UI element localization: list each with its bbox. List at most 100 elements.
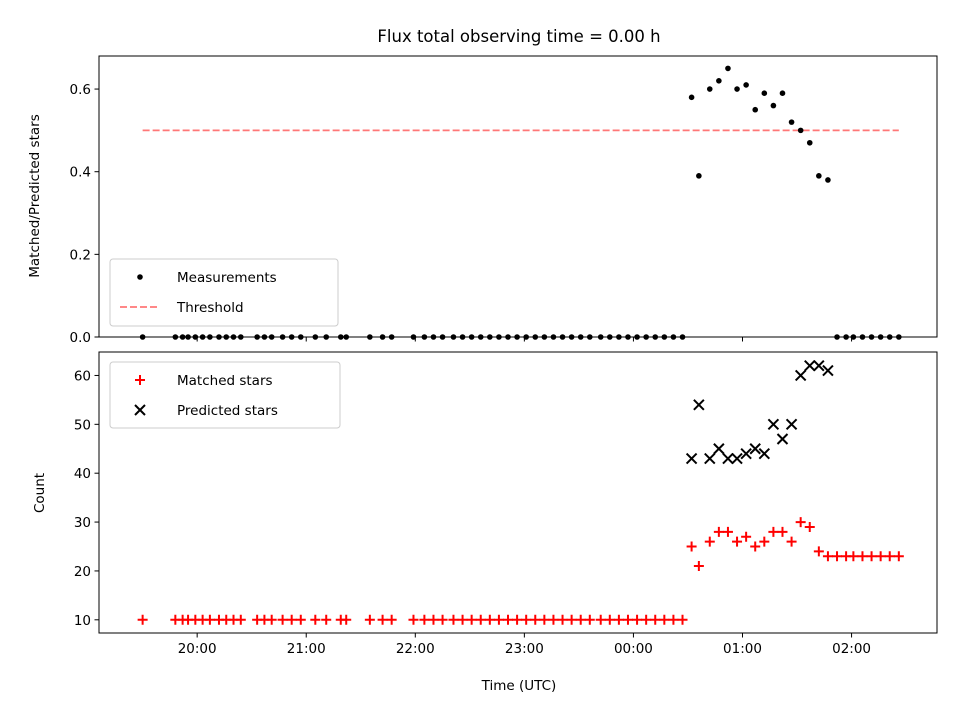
predicted-star-point — [704, 452, 716, 465]
y-tick-label: 20 — [74, 564, 91, 580]
series-measurements — [139, 65, 902, 340]
matched-star-point — [622, 614, 633, 625]
matched-star-point — [484, 614, 495, 625]
legend-label: Predicted stars — [177, 403, 278, 419]
matched-star-point — [795, 517, 806, 528]
matched-star-point — [822, 551, 833, 562]
predicted-star-point — [758, 447, 771, 460]
data-point — [761, 90, 768, 96]
matched-star-point — [566, 614, 577, 625]
matched-star-point — [548, 614, 559, 625]
matched-star-point — [137, 614, 148, 625]
matched-star-point — [419, 614, 430, 625]
matched-star-point — [650, 614, 661, 625]
matched-star-point — [235, 614, 246, 625]
matched-star-point — [512, 614, 523, 625]
x-tick-label: 01:00 — [723, 641, 762, 657]
predicted-star-point — [749, 443, 761, 455]
matched-star-point — [750, 541, 761, 552]
data-point — [734, 86, 740, 92]
matched-star-point — [857, 551, 868, 562]
matched-star-point — [732, 536, 743, 547]
matched-star-point — [595, 614, 606, 625]
x-tick-label: 20:00 — [178, 641, 217, 657]
data-point — [797, 127, 804, 134]
predicted-star-point — [776, 433, 789, 445]
matched-star-point — [875, 551, 886, 562]
data-point — [752, 106, 759, 113]
data-point — [779, 90, 786, 96]
data-point — [825, 177, 831, 183]
matched-star-point — [866, 551, 877, 562]
matched-star-point — [759, 536, 770, 547]
predicted-star-point — [785, 418, 798, 431]
matched-star-point — [677, 614, 688, 625]
predicted-star-point — [813, 359, 825, 372]
data-point — [816, 173, 822, 179]
y-tick-label: 0.2 — [70, 247, 91, 263]
matched-star-point — [686, 541, 697, 552]
matched-star-point — [693, 561, 704, 572]
matched-star-point — [364, 614, 375, 625]
matched-star-point — [386, 614, 397, 625]
bottom-y-axis-label: Count — [32, 473, 48, 513]
matched-star-point — [466, 614, 477, 625]
matched-star-point — [713, 526, 724, 537]
matched-star-point — [604, 614, 615, 625]
matched-star-point — [321, 614, 332, 625]
y-tick-label: 10 — [74, 613, 91, 629]
predicted-star-point — [794, 369, 807, 382]
matched-star-point — [804, 521, 815, 532]
series-predicted-stars — [685, 359, 834, 465]
matched-star-point — [848, 551, 859, 562]
matched-star-point — [204, 614, 215, 625]
data-point — [706, 86, 713, 92]
matched-star-point — [659, 614, 670, 625]
y-tick-label: 50 — [74, 417, 91, 433]
matched-star-point — [741, 531, 752, 542]
matched-star-point — [457, 614, 468, 625]
matched-star-point — [448, 614, 459, 625]
matched-star-point — [884, 551, 895, 562]
x-tick-label: 22:00 — [396, 641, 435, 657]
predicted-star-point — [804, 359, 816, 372]
matched-star-point — [893, 551, 904, 562]
data-point — [806, 139, 813, 146]
matched-star-point — [341, 614, 352, 625]
plot-frame — [98, 55, 938, 338]
plot-frame — [98, 351, 938, 634]
matched-star-point — [277, 614, 288, 625]
y-tick-label: 30 — [74, 515, 91, 531]
top-y-axis-label: Matched/Predicted stars — [27, 114, 43, 277]
top-panel: 0.0 0.2 0.4 0.6 Measurements Threshold — [70, 55, 938, 346]
matched-star-point — [777, 526, 788, 537]
matched-star-point — [584, 614, 595, 625]
data-point — [770, 102, 777, 109]
legend: Measurements Threshold — [109, 258, 339, 327]
matched-star-point — [428, 614, 439, 625]
y-tick-label: 0.4 — [70, 165, 91, 181]
predicted-star-point — [722, 452, 734, 465]
matched-star-point — [575, 614, 586, 625]
matched-star-point — [310, 614, 321, 625]
data-point — [688, 94, 695, 101]
chart-title: Flux total observing time = 0.00 h — [377, 27, 660, 46]
legend-box — [109, 361, 341, 429]
matched-star-point — [786, 536, 797, 547]
predicted-star-point — [685, 452, 698, 465]
legend-marker — [137, 274, 143, 280]
matched-star-point — [539, 614, 550, 625]
y-tick-label: 40 — [74, 466, 91, 482]
predicted-star-point — [767, 418, 780, 431]
x-tick-label: 02:00 — [832, 641, 871, 657]
legend-box — [109, 258, 339, 327]
legend-label: Matched stars — [177, 373, 273, 389]
matched-star-point — [286, 614, 297, 625]
matched-star-point — [493, 614, 504, 625]
data-point — [743, 82, 749, 88]
matched-star-point — [704, 536, 715, 547]
y-tick-label: 0.6 — [70, 82, 91, 98]
matched-star-point — [530, 614, 541, 625]
